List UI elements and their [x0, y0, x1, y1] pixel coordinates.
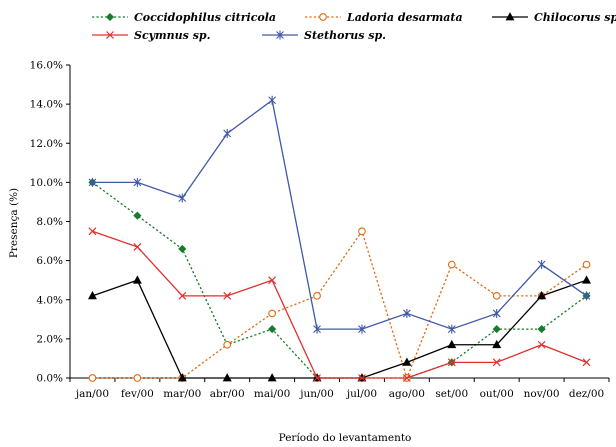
data-point — [178, 193, 187, 203]
data-point — [447, 358, 456, 367]
data-point — [178, 291, 187, 300]
x-tick-label: dez/00 — [569, 388, 604, 400]
data-point — [402, 308, 411, 318]
data-point — [313, 291, 321, 300]
series-line — [92, 99, 587, 330]
data-point — [313, 374, 321, 382]
data-point — [268, 309, 276, 318]
data-point — [402, 357, 412, 366]
data-point — [223, 340, 232, 349]
y-axis-label: Presença (%) — [8, 188, 20, 258]
data-point — [268, 95, 277, 105]
data-point — [537, 290, 547, 300]
legend-marker — [105, 12, 115, 22]
data-point — [582, 260, 591, 269]
data-point — [88, 177, 97, 187]
data-point — [537, 340, 546, 349]
series-line — [92, 230, 587, 379]
legend-label: Coccidophilus citricola — [134, 11, 276, 24]
legend-label: Stethorus sp. — [304, 29, 386, 42]
y-tick-label: 2.0% — [36, 333, 63, 345]
data-point — [537, 260, 546, 270]
x-tick-label: ago/00 — [389, 388, 425, 400]
y-tick-label: 12.0% — [30, 138, 63, 150]
legend-marker — [276, 30, 284, 40]
x-tick-label: nov/00 — [524, 388, 560, 400]
y-axis: 0.0% 2.0% 4.0% 6.0% 8.0% 10.0% 12.0% 14.0% 16.0% — [30, 60, 71, 385]
x-tick-label: mai/00 — [254, 388, 290, 400]
data-point — [582, 275, 592, 284]
series-scymnus-sp — [88, 227, 591, 382]
data-point — [267, 373, 277, 382]
data-point — [492, 308, 501, 318]
data-point — [447, 339, 457, 349]
data-point — [492, 291, 501, 300]
data-point — [492, 339, 502, 349]
legend-marker — [505, 12, 515, 21]
legend-item: Stethorus sp. — [262, 29, 386, 42]
x-tick-label: jan/00 — [74, 388, 109, 400]
data-point — [582, 291, 591, 301]
y-tick-label: 0.0% — [36, 373, 63, 385]
data-point — [223, 291, 232, 300]
data-point — [582, 358, 591, 367]
y-tick-label: 6.0% — [36, 255, 63, 267]
x-tick-label: abr/00 — [210, 388, 245, 400]
data-point — [402, 374, 411, 382]
data-point — [492, 358, 501, 367]
legend-label: Scymnus sp. — [134, 29, 211, 42]
x-axis: jan/00 fev/00 mar/00 abr/00 mai/00 jun/00 jul/… — [69, 377, 610, 400]
legend-marker — [319, 13, 327, 21]
y-tick-label: 10.0% — [30, 177, 63, 189]
legend-marker — [106, 31, 114, 39]
data-point — [358, 374, 366, 382]
legend-item: Ladoria desarmata — [305, 11, 463, 24]
data-point — [88, 227, 97, 236]
y-tick-label: 14.0% — [30, 99, 63, 111]
legend: Coccidophilus citricola Ladoria desarmata… — [92, 11, 616, 42]
data-point — [313, 324, 321, 334]
data-point — [358, 324, 366, 334]
legend-label: Chilocorus sp. — [534, 11, 616, 24]
legend-item: Coccidophilus citricola — [92, 11, 276, 24]
x-tick-label: out/00 — [480, 388, 514, 400]
series-ladoria-desarmata — [88, 227, 591, 382]
data-point — [88, 374, 97, 382]
data-point — [447, 260, 456, 269]
data-point — [492, 325, 501, 334]
data-point — [133, 243, 142, 251]
data-point — [87, 290, 97, 300]
y-tick-label: 8.0% — [36, 216, 63, 228]
data-point — [222, 373, 232, 382]
data-point — [133, 177, 142, 187]
y-tick-label: 4.0% — [36, 294, 63, 306]
x-axis-label: Período do levantamento — [279, 432, 412, 444]
legend-item: Scymnus sp. — [92, 29, 211, 42]
data-point — [447, 324, 456, 334]
data-point — [268, 276, 277, 285]
data-point — [268, 325, 277, 334]
x-tick-label: fev/00 — [121, 388, 154, 400]
x-tick-label: jun/00 — [298, 388, 334, 400]
data-point — [133, 211, 142, 220]
legend-item: Chilocorus sp. — [492, 11, 616, 24]
series-layer — [87, 95, 592, 383]
legend-label: Ladoria desarmata — [346, 11, 463, 24]
series-line — [92, 181, 587, 379]
data-point — [178, 244, 187, 253]
data-point — [223, 128, 232, 138]
data-point — [537, 325, 546, 334]
data-point — [132, 275, 142, 284]
data-point — [358, 227, 366, 236]
data-point — [177, 373, 187, 382]
x-tick-label: set/00 — [435, 388, 468, 400]
series-stethorus-sp — [88, 95, 591, 334]
data-point — [133, 374, 142, 382]
y-tick-label: 16.0% — [30, 60, 63, 72]
series-coccidophilus-citricola — [88, 178, 591, 383]
series-line — [92, 229, 587, 380]
x-tick-label: jul/00 — [345, 388, 377, 400]
x-tick-label: mar/00 — [163, 388, 201, 400]
